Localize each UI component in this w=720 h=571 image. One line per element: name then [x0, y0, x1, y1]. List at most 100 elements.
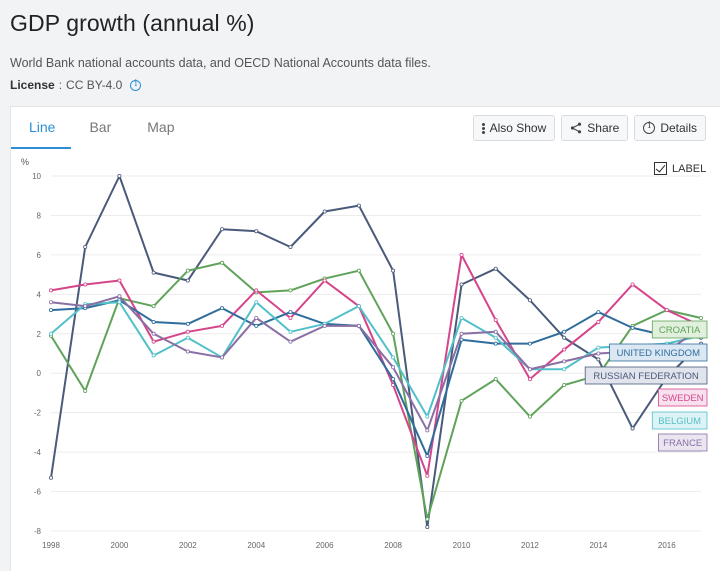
data-point-belgium	[117, 300, 122, 305]
tab-map[interactable]: Map	[147, 119, 175, 135]
series-end-label: BELGIUM	[658, 416, 701, 427]
series-end-label: RUSSIAN FEDERATION	[593, 371, 699, 382]
data-point-france	[527, 367, 532, 372]
y-tick-label: 2	[37, 330, 42, 339]
data-point-russian-federation	[288, 244, 293, 249]
data-point-belgium	[391, 355, 396, 360]
data-point-russian-federation	[391, 268, 396, 273]
also-show-button[interactable]: Also Show	[472, 115, 556, 141]
series-end-label: UNITED KINGDOM	[617, 348, 700, 359]
share-label: Share	[587, 121, 620, 135]
x-tick-label: 2000	[111, 541, 129, 550]
label-toggle[interactable]: LABEL	[654, 162, 706, 175]
data-point-france	[254, 315, 259, 320]
data-point-sweden	[664, 308, 669, 313]
data-point-united-kingdom	[151, 319, 156, 324]
tab-line[interactable]: Line	[11, 107, 72, 149]
data-point-france	[83, 304, 88, 309]
x-tick-label: 2006	[316, 541, 334, 550]
data-point-belgium	[151, 353, 156, 358]
share-button[interactable]: Share	[561, 115, 629, 141]
series-end-label-box	[609, 343, 708, 362]
label-checkbox[interactable]	[654, 162, 667, 175]
tab-bar[interactable]: Bar	[89, 119, 112, 135]
chart-panel: Line Bar Map Also Show Share Details LAB…	[10, 106, 720, 571]
series-line-united-kingdom	[50, 299, 702, 458]
series-end-label: CROATIA	[659, 325, 701, 336]
data-point-belgium	[562, 367, 567, 372]
data-point-sweden	[185, 329, 190, 334]
data-point-russian-federation	[254, 229, 259, 234]
data-point-croatia	[185, 268, 190, 273]
license-label: License	[10, 78, 55, 92]
also-show-label: Also Show	[489, 121, 547, 135]
data-point-belgium	[493, 335, 498, 340]
share-icon	[571, 122, 582, 134]
data-point-france	[220, 355, 225, 360]
y-tick-label: -6	[34, 488, 42, 497]
y-axis-unit-label: %	[21, 157, 29, 167]
x-tick-label: 2004	[247, 541, 265, 550]
data-point-france	[459, 331, 464, 336]
data-point-belgium	[459, 315, 464, 320]
data-point-russian-federation	[322, 209, 327, 214]
data-point-france	[49, 300, 54, 305]
data-point-croatia	[425, 517, 430, 522]
data-point-sweden	[562, 347, 567, 352]
y-tick-label: -2	[34, 409, 42, 418]
data-point-sweden	[254, 288, 259, 293]
data-point-france	[562, 359, 567, 364]
chart-actions: Also Show Share Details	[472, 115, 706, 141]
data-point-croatia	[459, 398, 464, 403]
x-tick-label: 2012	[521, 541, 539, 550]
data-point-russian-federation	[630, 426, 635, 431]
license-value: CC BY-4.0	[66, 78, 123, 92]
data-point-france	[425, 428, 430, 433]
details-label: Details	[660, 121, 697, 135]
data-point-croatia	[220, 260, 225, 265]
details-button[interactable]: Details	[634, 115, 706, 141]
more-vertical-icon	[481, 122, 485, 134]
series-line-belgium	[50, 301, 702, 418]
series-line-croatia	[50, 261, 702, 521]
data-point-russian-federation	[117, 174, 122, 179]
x-tick-label: 2002	[179, 541, 197, 550]
data-point-united-kingdom	[527, 341, 532, 346]
data-point-belgium	[288, 329, 293, 334]
data-point-russian-federation	[425, 525, 430, 530]
data-point-france	[151, 331, 156, 336]
data-point-france	[288, 339, 293, 344]
license-separator: :	[58, 78, 63, 92]
x-tick-label: 2010	[453, 541, 471, 550]
data-point-united-kingdom	[254, 323, 259, 328]
data-point-russian-federation	[527, 298, 532, 303]
data-point-russian-federation	[596, 357, 601, 362]
data-point-russian-federation	[49, 475, 54, 480]
data-point-belgium	[49, 331, 54, 336]
data-point-belgium	[356, 304, 361, 309]
series-end-label: FRANCE	[663, 438, 702, 449]
data-point-sweden	[49, 288, 54, 293]
data-point-croatia	[151, 304, 156, 309]
view-tabs: Line Bar Map	[11, 107, 193, 149]
data-point-united-kingdom	[49, 308, 54, 313]
series-end-label-box	[658, 433, 708, 452]
data-point-sweden	[220, 323, 225, 328]
data-point-sweden	[151, 339, 156, 344]
y-tick-label: -4	[34, 448, 42, 457]
data-point-croatia	[699, 315, 704, 320]
data-point-croatia	[562, 383, 567, 388]
data-point-united-kingdom	[185, 321, 190, 326]
data-point-sweden	[527, 377, 532, 382]
info-icon[interactable]	[130, 79, 142, 91]
x-tick-label: 1998	[42, 541, 60, 550]
license-row: License : CC BY-4.0	[10, 78, 142, 92]
page-subtitle: World Bank national accounts data, and O…	[10, 56, 431, 70]
info-circle-icon	[643, 121, 656, 134]
x-tick-label: 2008	[384, 541, 402, 550]
series-end-label: SWEDEN	[662, 393, 704, 404]
y-tick-label: 4	[37, 290, 42, 299]
series-end-label-box	[658, 388, 708, 407]
series-line-sweden	[50, 253, 702, 477]
